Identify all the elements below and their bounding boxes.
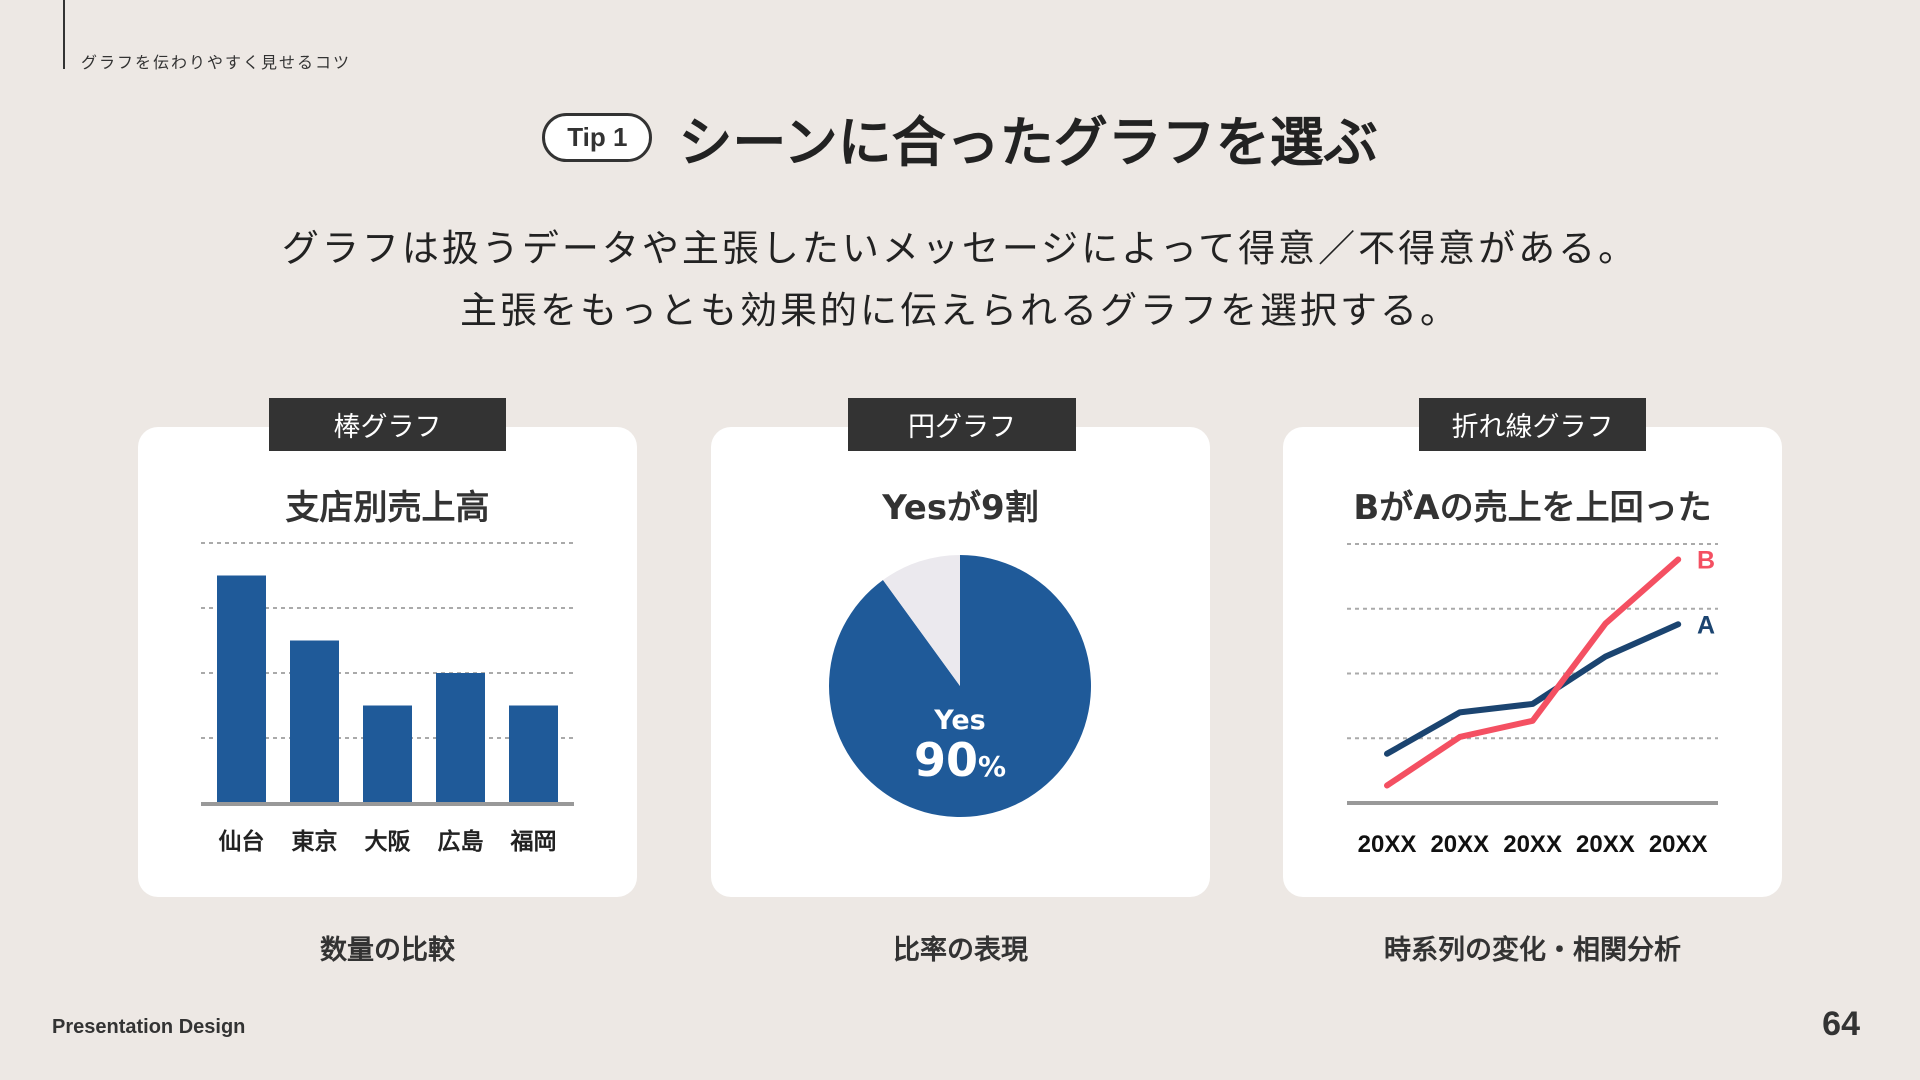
- x-tick-label: 大阪: [365, 829, 411, 855]
- lead-line-1: グラフは扱うデータや主張したいメッセージによって得意／不得意がある。: [281, 227, 1639, 270]
- pie-value-number: 90: [914, 733, 978, 787]
- x-tick-label: 福岡: [510, 829, 557, 855]
- lead-line-2: 主張をもっとも効果的に伝えられるグラフを選択する。: [460, 289, 1460, 332]
- series-label-B: B: [1697, 547, 1715, 575]
- title-row: Tip 1 シーンに合ったグラフを選ぶ: [0, 98, 1920, 177]
- tab-pie-chart: 円グラフ: [848, 398, 1076, 451]
- tip-badge: Tip 1: [542, 113, 653, 162]
- series-line-B: [1384, 556, 1682, 789]
- x-tick-label: 20XX: [1649, 831, 1708, 858]
- page-title: シーンに合ったグラフを選ぶ: [678, 111, 1378, 174]
- bar: [290, 640, 339, 803]
- series-label-A: A: [1697, 611, 1715, 639]
- bar-caption: 数量の比較: [320, 935, 455, 966]
- bar: [436, 673, 485, 803]
- x-tick-label: 20XX: [1430, 831, 1489, 858]
- series-line-A: [1384, 621, 1682, 757]
- tab-line-chart: 折れ線グラフ: [1419, 398, 1646, 451]
- line-chart-title: BがAの売上を上回った: [1353, 488, 1712, 528]
- section-kicker: グラフを伝わりやすく見せるコツ: [81, 53, 352, 72]
- header-rule: [63, 0, 65, 69]
- bar: [217, 575, 266, 803]
- tab-bar-chart: 棒グラフ: [269, 398, 506, 451]
- pie-value-unit: %: [978, 750, 1006, 783]
- pie-slice: [828, 555, 1091, 817]
- bar: [363, 705, 412, 803]
- line-caption: 時系列の変化・相関分析: [1384, 935, 1681, 966]
- line-card: [1283, 427, 1782, 897]
- footer-brand: Presentation Design: [52, 1016, 246, 1038]
- x-tick-label: 20XX: [1503, 831, 1562, 858]
- page-number: 64: [1822, 1005, 1860, 1043]
- x-tick-label: 20XX: [1576, 831, 1635, 858]
- x-tick-label: 東京: [292, 828, 338, 855]
- x-tick-label: 20XX: [1358, 831, 1417, 858]
- pie-value: 90%: [914, 733, 1006, 787]
- bar-chart-title: 支店別売上高: [285, 488, 490, 528]
- pie-caption: 比率の表現: [893, 935, 1028, 966]
- pie-label: Yes: [933, 705, 985, 736]
- x-tick-label: 広島: [438, 828, 484, 855]
- bar: [509, 705, 558, 803]
- pie-chart-title: Yesが9割: [882, 488, 1039, 528]
- pie-slice: [883, 555, 960, 686]
- x-tick-label: 仙台: [219, 828, 265, 855]
